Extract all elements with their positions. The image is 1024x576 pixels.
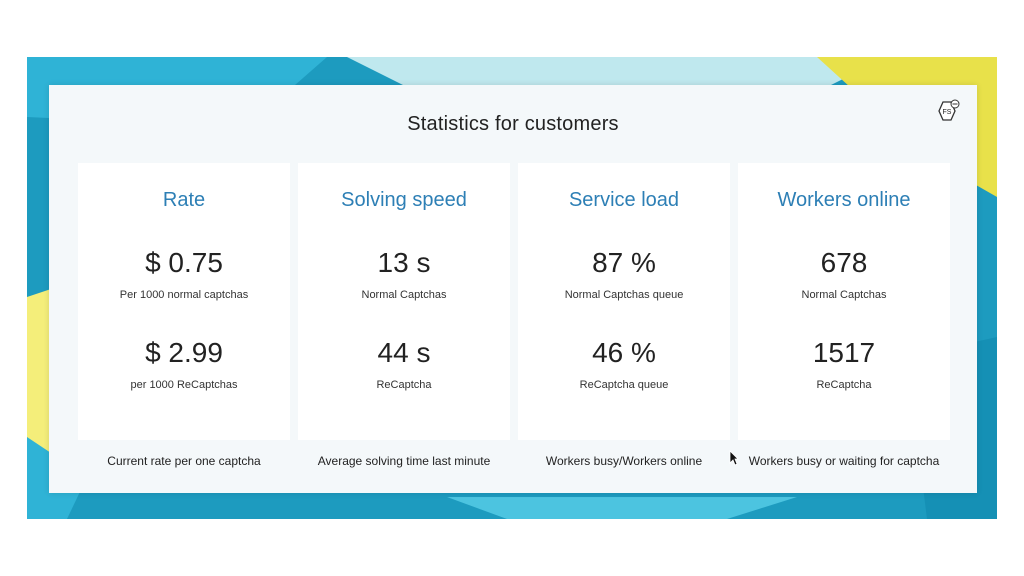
mouse-cursor-icon (729, 450, 739, 466)
secondary-caption: per 1000 ReCaptchas (130, 379, 238, 391)
secondary-value: $ 2.99 (145, 337, 223, 368)
primary-caption: Per 1000 normal captchas (119, 289, 249, 301)
card-solving-speed: Solving speed 13 s Normal Captchas 44 s … (298, 163, 510, 440)
fs-badge-icon[interactable]: FS (933, 99, 961, 125)
panel-title: Statistics for customers (407, 113, 619, 135)
card-footer-workers-online: Workers busy or waiting for captcha (748, 454, 940, 468)
card-workers-online: Workers online 678 Normal Captchas 1517 … (738, 163, 950, 440)
card-title: Solving speed (341, 189, 467, 211)
card-title: Workers online (777, 189, 911, 211)
card-title: Service load (568, 189, 680, 211)
fs-badge-label: FS (943, 109, 952, 116)
secondary-caption: ReCaptcha (816, 379, 872, 391)
secondary-caption: ReCaptcha queue (579, 379, 669, 391)
card-footer-service-load: Workers busy/Workers online (545, 454, 703, 468)
card-rate: Rate $ 0.75 Per 1000 normal captchas $ 2… (78, 163, 290, 440)
secondary-value: 46 % (592, 337, 656, 368)
stats-panel: Statistics for customers FS Rate $ 0.75 … (49, 85, 977, 493)
card-footer-solving-speed: Average solving time last minute (317, 454, 491, 468)
card-service-load: Service load 87 % Normal Captchas queue … (518, 163, 730, 440)
primary-caption: Normal Captchas (801, 289, 887, 301)
secondary-value: 1517 (812, 337, 876, 368)
primary-caption: Normal Captchas queue (564, 289, 684, 301)
primary-value: $ 0.75 (145, 247, 223, 278)
primary-caption: Normal Captchas (361, 289, 447, 301)
primary-value: 13 s (377, 247, 431, 278)
primary-value: 87 % (592, 247, 656, 278)
card-title: Rate (162, 189, 206, 211)
primary-value: 678 (820, 247, 868, 278)
card-footer-rate: Current rate per one captcha (107, 454, 261, 468)
secondary-value: 44 s (377, 337, 431, 368)
secondary-caption: ReCaptcha (376, 379, 432, 391)
